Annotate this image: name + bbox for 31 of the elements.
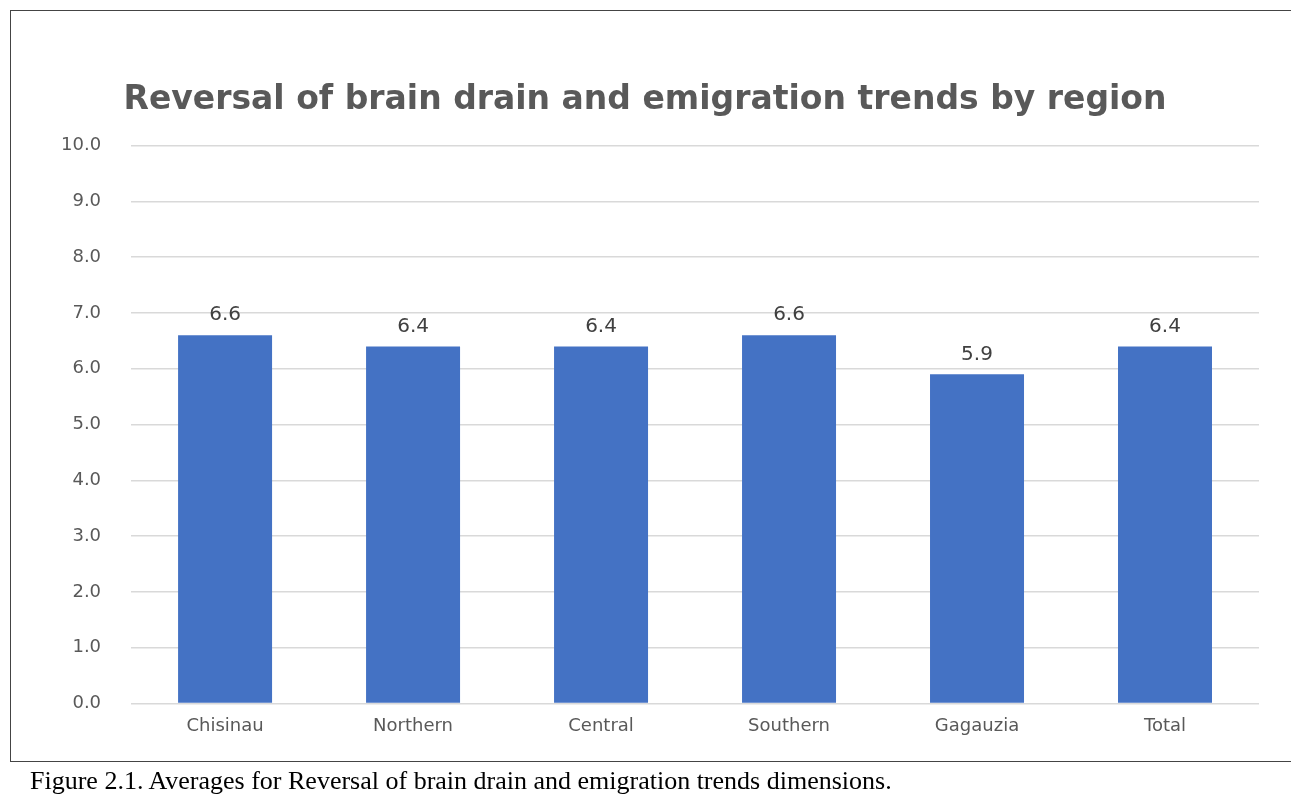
data-label: 6.6 xyxy=(209,301,241,326)
x-tick-label: Total xyxy=(1142,713,1187,735)
y-tick-label: 2.0 xyxy=(72,579,102,601)
y-tick-label: 10.0 xyxy=(61,133,102,155)
data-label: 6.4 xyxy=(585,312,617,337)
chart-title: Reversal of brain drain and emigration trends by region xyxy=(123,78,1167,118)
y-tick-label: 0.0 xyxy=(72,691,102,713)
x-tick-label: Gagauzia xyxy=(934,713,1020,735)
data-label: 6.4 xyxy=(397,312,429,337)
data-label: 6.4 xyxy=(1149,312,1181,337)
bar xyxy=(366,346,461,703)
caption: Figure 2.1. Averages for Reversal of brain drain and emigration trends dimensions. xyxy=(30,766,892,796)
bar xyxy=(930,374,1025,703)
y-tick-label: 7.0 xyxy=(72,300,102,322)
x-tick-label: Chisinau xyxy=(186,713,264,735)
x-tick-label: Southern xyxy=(748,713,830,735)
y-tick-label: 3.0 xyxy=(72,523,102,545)
data-label: 5.9 xyxy=(961,340,993,365)
bar xyxy=(178,335,273,703)
x-tick-label: Central xyxy=(568,713,634,735)
data-label: 6.6 xyxy=(773,301,805,326)
bar xyxy=(742,335,837,703)
bar xyxy=(554,346,649,703)
y-tick-label: 5.0 xyxy=(72,412,102,434)
y-tick-label: 6.0 xyxy=(72,356,102,378)
x-tick-label: Northern xyxy=(373,713,454,735)
y-tick-label: 8.0 xyxy=(72,244,102,266)
y-tick-label: 9.0 xyxy=(72,189,102,211)
y-tick-label: 4.0 xyxy=(72,467,102,489)
bar xyxy=(1118,346,1212,703)
y-tick-label: 1.0 xyxy=(72,635,102,657)
